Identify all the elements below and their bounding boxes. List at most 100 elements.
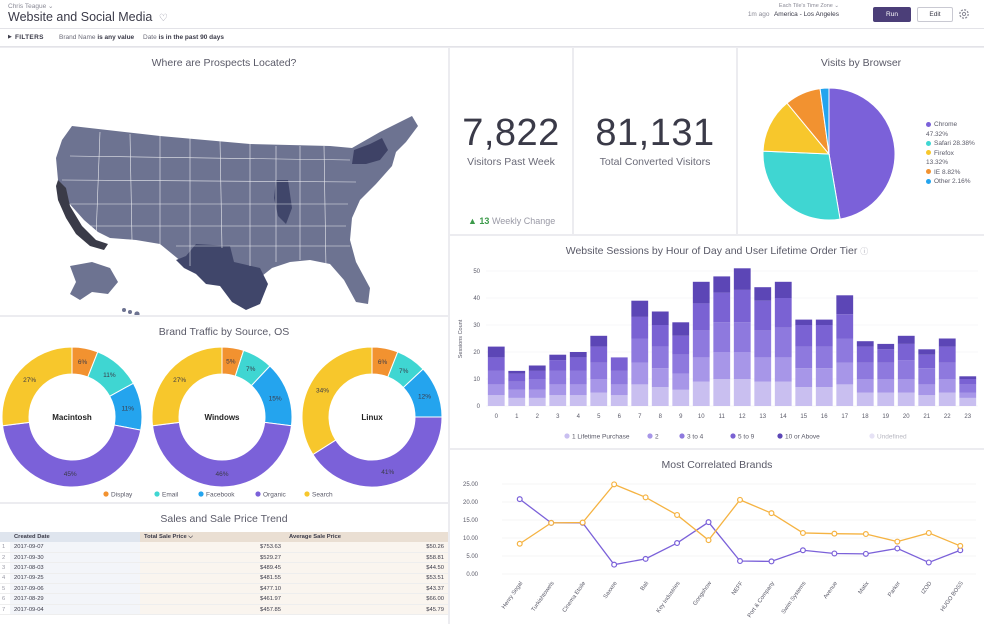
bar-segment[interactable]: [938, 362, 956, 379]
line-point[interactable]: [705, 537, 712, 544]
traffic-legend-label[interactable]: Display: [111, 492, 133, 499]
bar-segment[interactable]: [713, 292, 731, 323]
line-point[interactable]: [737, 496, 744, 503]
bar-segment[interactable]: [959, 392, 977, 398]
line-point[interactable]: [516, 540, 523, 547]
bar-segment[interactable]: [815, 368, 833, 388]
bar-segment[interactable]: [651, 387, 669, 406]
bar-segment[interactable]: [651, 325, 669, 347]
illinois-state[interactable]: [274, 180, 292, 224]
traffic-legend-label[interactable]: Search: [312, 492, 333, 499]
bar-segment[interactable]: [897, 335, 915, 344]
bar-segment[interactable]: [774, 357, 792, 382]
bar-segment[interactable]: [692, 303, 710, 331]
bar-segment[interactable]: [713, 352, 731, 379]
bar-segment[interactable]: [590, 379, 608, 393]
bar-segment[interactable]: [856, 392, 874, 407]
bar-segment[interactable]: [897, 379, 915, 393]
bar-segment[interactable]: [918, 349, 936, 355]
table-row[interactable]: 6 2017-08-29 $461.97 $66.00: [0, 593, 448, 605]
bar-segment[interactable]: [897, 360, 915, 379]
line-point[interactable]: [611, 561, 618, 568]
filters-toggle-icon[interactable]: ▶: [8, 34, 12, 40]
favorite-heart-icon[interactable]: ♡: [158, 13, 168, 24]
line-point[interactable]: [548, 519, 555, 526]
bar-segment[interactable]: [549, 384, 567, 396]
bar-segment[interactable]: [754, 381, 772, 406]
donut-segment-search[interactable]: [1, 346, 73, 427]
donut-segment-organic[interactable]: [151, 421, 293, 488]
bar-segment[interactable]: [836, 295, 854, 315]
bar-segment[interactable]: [733, 268, 751, 290]
line-point[interactable]: [768, 558, 775, 565]
pie-slice-safari[interactable]: [762, 150, 841, 221]
bar-segment[interactable]: [713, 322, 731, 352]
bar-segment[interactable]: [528, 379, 546, 390]
line-point[interactable]: [894, 545, 901, 552]
bar-segment[interactable]: [590, 392, 608, 407]
bar-segment[interactable]: [590, 346, 608, 363]
line-point[interactable]: [674, 511, 681, 518]
traffic-legend-label[interactable]: Facebook: [206, 492, 235, 499]
donut-segment-organic[interactable]: [1, 421, 142, 488]
bar-segment[interactable]: [713, 379, 731, 406]
bar-segment[interactable]: [631, 362, 649, 385]
sessions-legend-label[interactable]: 2: [655, 434, 659, 441]
bar-segment[interactable]: [959, 376, 977, 379]
bar-segment[interactable]: [528, 365, 546, 371]
line-point[interactable]: [799, 529, 806, 536]
bar-segment[interactable]: [856, 362, 874, 379]
traffic-donuts[interactable]: 6% 11% 11% 45% 27% Macintosh 5% 7% 15% 46% 27% Wind…: [0, 317, 448, 502]
line-point[interactable]: [799, 547, 806, 554]
pie-slice-chrome[interactable]: [828, 87, 896, 220]
bar-segment[interactable]: [938, 392, 956, 407]
bar-segment[interactable]: [569, 395, 587, 406]
bar-segment[interactable]: [528, 370, 546, 379]
donut-segment-search[interactable]: [151, 346, 223, 427]
total-sale-price-header[interactable]: Total Sale Price ⌵: [140, 532, 285, 542]
bar-segment[interactable]: [569, 352, 587, 358]
line-point[interactable]: [925, 529, 932, 536]
line-point[interactable]: [579, 519, 586, 526]
donut-segment-search[interactable]: [301, 346, 373, 456]
table-row[interactable]: 7 2017-09-04 $457.85 $45.79: [0, 604, 448, 616]
us-map[interactable]: [0, 48, 448, 315]
line-point[interactable]: [642, 555, 649, 562]
bar-segment[interactable]: [590, 362, 608, 379]
bar-segment[interactable]: [672, 322, 690, 336]
bar-segment[interactable]: [610, 357, 628, 371]
bar-segment[interactable]: [877, 392, 895, 407]
bar-segment[interactable]: [856, 379, 874, 393]
sessions-legend-label[interactable]: 5 to 9: [738, 434, 755, 441]
filter-brand-name[interactable]: Brand Name is any value: [59, 34, 134, 41]
bar-segment[interactable]: [549, 395, 567, 406]
traffic-legend-label[interactable]: Email: [162, 492, 179, 499]
created-date-header[interactable]: Created Date: [10, 532, 140, 542]
bar-segment[interactable]: [774, 298, 792, 328]
bar-segment[interactable]: [487, 346, 505, 358]
bar-segment[interactable]: [877, 349, 895, 363]
bar-segment[interactable]: [795, 325, 813, 347]
bar-segment[interactable]: [938, 346, 956, 363]
timezone-selector[interactable]: Each Tile's Time Zone ⌄ 1m ago America -…: [748, 3, 839, 18]
bar-segment[interactable]: [487, 357, 505, 371]
bar-segment[interactable]: [959, 379, 977, 385]
bar-segment[interactable]: [754, 357, 772, 382]
bar-segment[interactable]: [631, 300, 649, 317]
pie-slice-firefox[interactable]: [762, 102, 831, 155]
donut-segment-organic[interactable]: [312, 416, 443, 488]
bar-segment[interactable]: [795, 368, 813, 388]
bar-segment[interactable]: [918, 395, 936, 406]
bar-segment[interactable]: [836, 338, 854, 363]
table-row[interactable]: 5 2017-09-06 $477.10 $43.37: [0, 583, 448, 595]
bar-segment[interactable]: [610, 395, 628, 406]
texas-state[interactable]: [176, 244, 268, 310]
bar-segment[interactable]: [508, 373, 526, 382]
bar-segment[interactable]: [836, 384, 854, 406]
bar-segment[interactable]: [672, 389, 690, 406]
edit-button[interactable]: Edit: [917, 7, 953, 22]
bar-segment[interactable]: [672, 335, 690, 355]
line-point[interactable]: [831, 530, 838, 537]
line-point[interactable]: [894, 538, 901, 545]
